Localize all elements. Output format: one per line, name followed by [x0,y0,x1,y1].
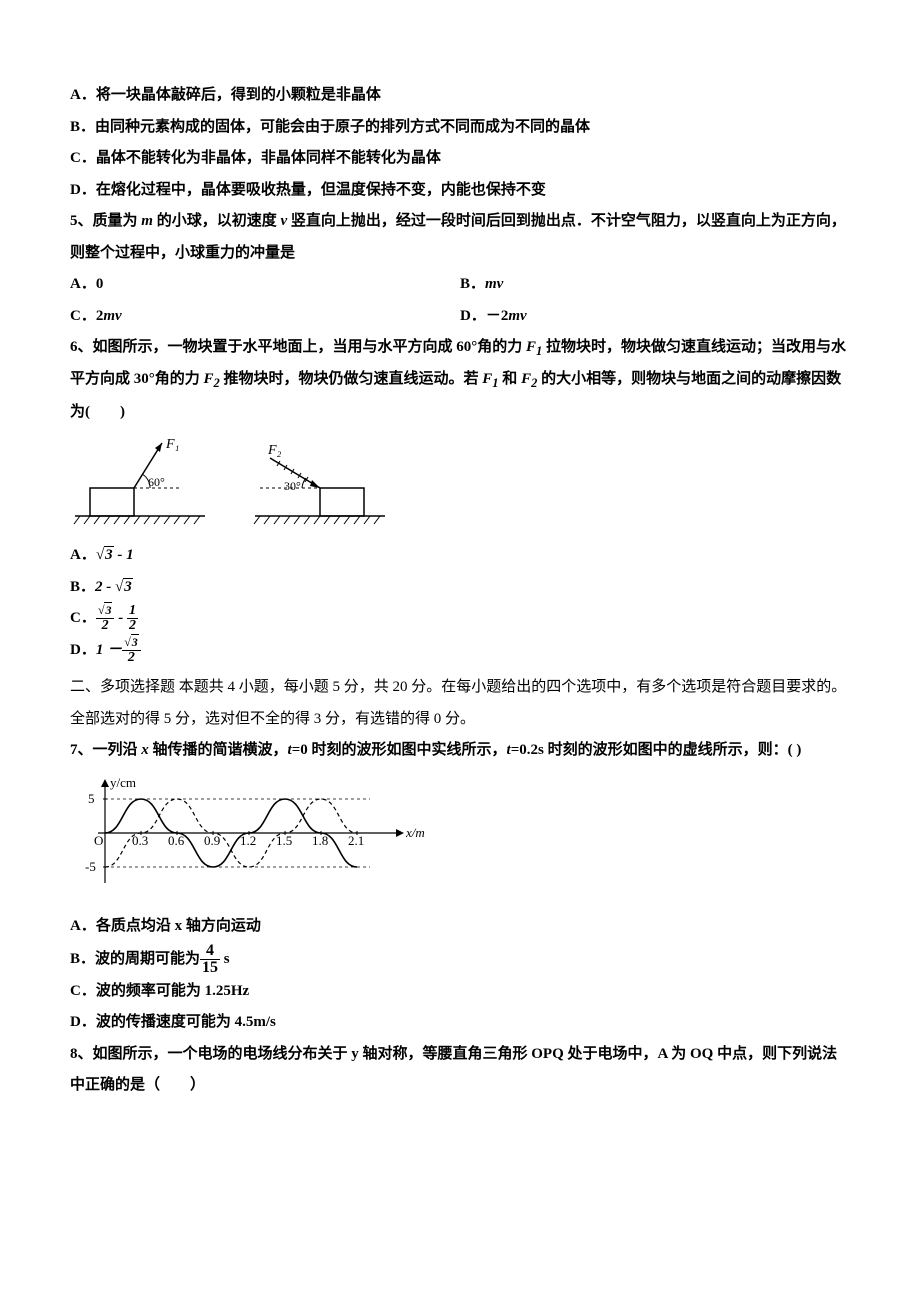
q7-xt5: 1.8 [312,833,328,848]
q7-yt-pos: 5 [88,791,95,806]
q5-d-pre: D．－2 [460,308,508,324]
q6-t3: 推物块时，物块仍做匀速直线运动。若 [220,371,483,387]
q6-label-f2: F₂ [267,443,282,458]
q6-a-pre: A． [70,547,96,563]
q7-t1: 7、一列沿 [70,742,141,758]
q4-opt-a: A．将一块晶体敲碎后，得到的小颗粒是非晶体 [70,80,850,112]
q6-diagram-push: F₂ 30° [230,438,390,528]
q5-opt-d: D．－2mv [460,301,850,333]
q7-wave-figure: y/cm x/m 5 -5 O 0.3 0.6 0.9 1.2 1.5 1.8 … [70,773,850,906]
q7-t3: =0 时刻的波形如图中实线所示， [292,742,507,758]
q7-xlabel: x/m [405,825,425,840]
q6-opt-d: D．1 －√32 [70,635,850,667]
q7-t2: 轴传播的简谐横波， [149,742,288,758]
q7-opt-b: B．波的周期可能为415 s [70,943,850,976]
q7-b-suf: s [220,950,230,966]
q5-c-pre: C．2 [70,308,103,324]
q4-opt-b: B．由同种元素构成的固体，可能会由于原子的排列方式不同而成为不同的晶体 [70,112,850,144]
q5-stem-t1: 5、质量为 [70,213,141,229]
q6-t1: 6、如图所示，一物块置于水平地面上，当用与水平方向成 60°角的力 [70,339,526,355]
q5-stem-t2: 的小球，以初速度 [153,213,281,229]
q5-c-var: mv [103,308,121,324]
q4-opt-c: C．晶体不能转化为非晶体，非晶体同样不能转化为晶体 [70,143,850,175]
q6-label-a2: 30° [284,479,301,493]
q5-d-var: mv [508,308,526,324]
q6-opt-b: B．2 - √3 [70,572,850,604]
q6-c-pre: C． [70,610,96,626]
q5-m: m [141,213,153,229]
q7-ylabel: y/cm [110,775,136,790]
q6-label-f1: F₁ [165,438,179,452]
q7-stem: 7、一列沿 x 轴传播的简谐横波，t=0 时刻的波形如图中实线所示，t=0.2s… [70,735,850,767]
q5-opt-a: A．0 [70,269,460,301]
q4-opt-d: D．在熔化过程中，晶体要吸收热量，但温度保持不变，内能也保持不变 [70,175,850,207]
q5-opt-b: B．mv [460,269,850,301]
q7-opt-c: C．波的频率可能为 1.25Hz [70,976,850,1008]
q6-diagram: F₁ 60° F₂ 30° [70,438,850,528]
q8-stem: 8、如图所示，一个电场的电场线分布关于 y 轴对称，等腰直角三角形 OPQ 处于… [70,1039,850,1102]
q5-b-pre: B． [460,276,485,292]
q6-opt-c: C．√32 - 12 [70,603,850,635]
q7-opt-d: D．波的传播速度可能为 4.5m/s [70,1007,850,1039]
q6-opt-a: A．√3 - 1 [70,540,850,572]
q7-xt2: 0.9 [204,833,220,848]
q6-f2: F [204,371,214,387]
q6-f2b: F [521,371,531,387]
q7-b-pre: B．波的周期可能为 [70,950,200,966]
q6-t4: 和 [499,371,522,387]
q7-t4: =0.2s 时刻的波形如图中的虚线所示，则：( ) [511,742,802,758]
q6-label-a1: 60° [148,475,165,489]
q7-x: x [141,742,149,758]
section2-header: 二、多项选择题 本题共 4 小题，每小题 5 分，共 20 分。在每小题给出的四… [70,672,850,735]
q5-opt-c: C．2mv [70,301,460,333]
q6-diagram-pull: F₁ 60° [70,438,210,528]
q6-f1: F [526,339,536,355]
q6-b-pre: B． [70,579,95,595]
q7-xt6: 2.1 [348,833,364,848]
q7-b-den: 15 [200,960,220,976]
q5-b-var: mv [485,276,503,292]
q7-b-num: 4 [200,943,220,960]
q7-opt-a: A．各质点均沿 x 轴方向运动 [70,911,850,943]
q6-stem: 6、如图所示，一物块置于水平地面上，当用与水平方向成 60°角的力 F1 拉物块… [70,332,850,428]
q7-xt1: 0.6 [168,833,185,848]
q6-d-pre: D． [70,642,96,658]
q7-origin: O [94,833,103,848]
q7-yt-neg: -5 [85,859,96,874]
q5-stem: 5、质量为 m 的小球，以初速度 v 竖直向上抛出，经过一段时间后回到抛出点．不… [70,206,850,269]
q6-f1b: F [482,371,492,387]
